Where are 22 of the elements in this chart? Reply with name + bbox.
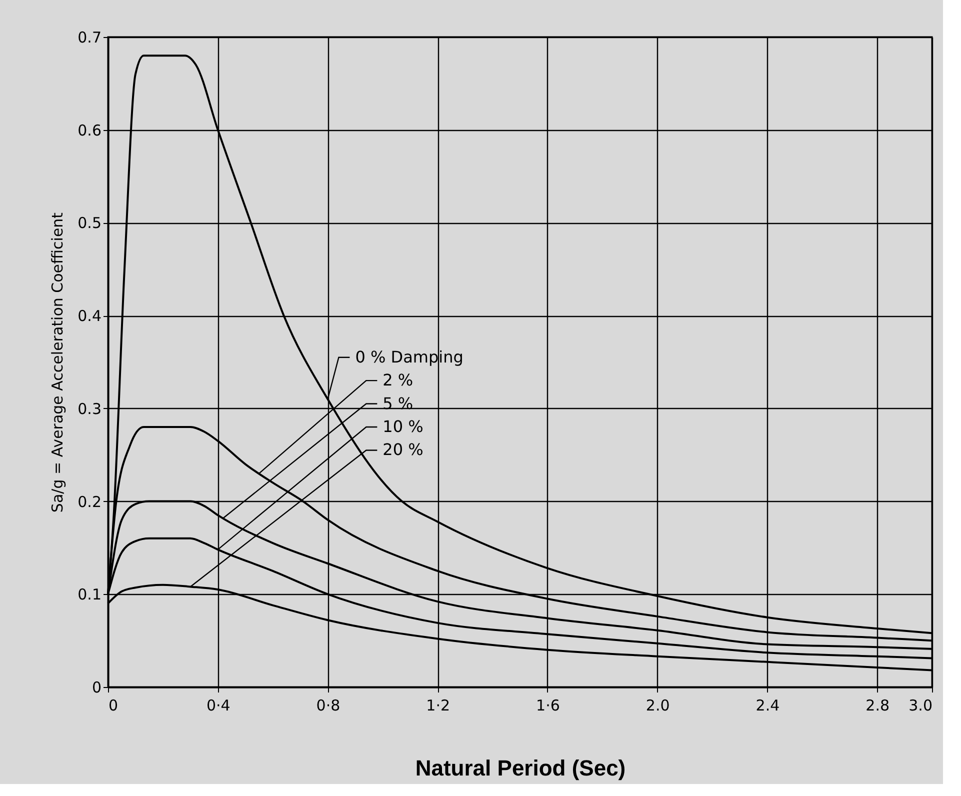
x-tick-label: 0·8 bbox=[316, 696, 340, 714]
x-tick-label: 3.0 bbox=[908, 696, 932, 714]
x-axis-title: Natural Period (Sec) bbox=[415, 756, 626, 780]
x-tick-label: 2.8 bbox=[866, 696, 890, 714]
y-tick-label: 0.6 bbox=[78, 121, 102, 140]
text: 10 % bbox=[382, 417, 424, 436]
text: 2 % bbox=[382, 370, 414, 390]
x-tick-label: 1·2 bbox=[426, 696, 450, 714]
x-tick-label: 2.0 bbox=[646, 696, 670, 714]
y-tick-label: 0 bbox=[92, 678, 102, 696]
y-tick-label: 0.2 bbox=[78, 492, 102, 511]
y-tick-label: 0.5 bbox=[78, 214, 102, 232]
y-tick-label: 0.3 bbox=[78, 400, 102, 418]
y-tick-label: 0.7 bbox=[78, 28, 102, 46]
x-tick-label: 0·4 bbox=[206, 696, 230, 714]
x-tick-label: 0 bbox=[108, 696, 118, 714]
y-tick-label: 0.1 bbox=[78, 586, 102, 604]
x-tick-label: 2.4 bbox=[756, 696, 780, 714]
text: 20 % bbox=[382, 440, 424, 460]
x-tick-label: 1·6 bbox=[536, 696, 560, 714]
y-tick-label: 0.4 bbox=[78, 307, 102, 326]
y-axis-title: Sa/g = Average Acceleration Coefficient bbox=[48, 212, 67, 513]
